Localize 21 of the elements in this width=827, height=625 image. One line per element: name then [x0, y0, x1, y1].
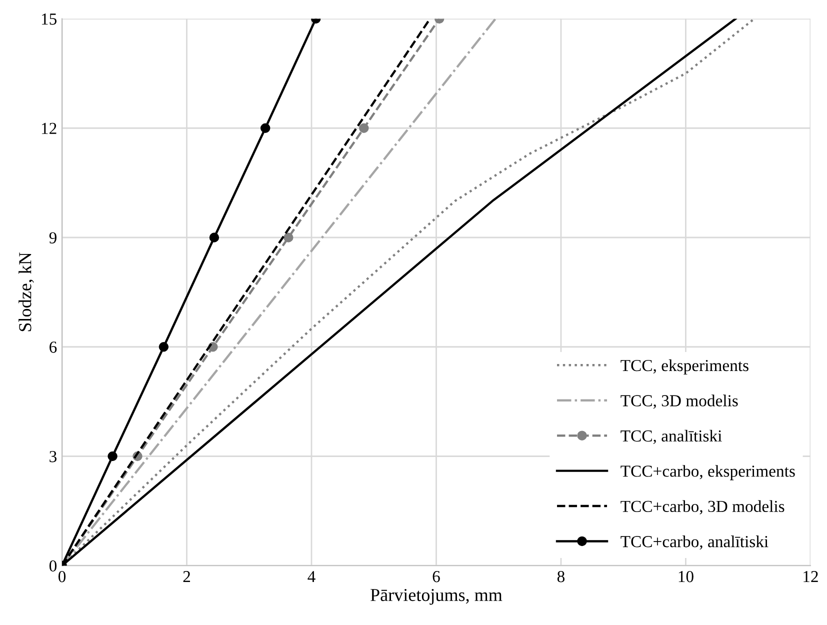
- x-tick-label: 8: [557, 570, 565, 582]
- x-tick-label: 10: [678, 570, 694, 582]
- x-tick-label: 6: [432, 571, 440, 582]
- x-tick-label: 12: [804, 571, 818, 582]
- y-tick-label: 3: [50, 450, 57, 462]
- x-axis-title: Pārvietojums, mm: [370, 588, 502, 605]
- legend-label: TCC+carbo, 3D modelis: [620, 500, 784, 514]
- legend-label: TCC, eksperiments: [620, 359, 748, 375]
- x-tick-label: 0: [58, 570, 66, 582]
- x-tick-label: 2: [183, 571, 190, 582]
- y-tick-label: 15: [42, 14, 57, 25]
- y-tick-label: 12: [42, 122, 56, 134]
- legend-label: TCC, 3D modelis: [620, 394, 738, 409]
- y-tick-label: 6: [50, 342, 57, 353]
- legend-label: TCC, analītiski: [620, 430, 722, 444]
- y-axis-title: Slodze, kN: [18, 252, 34, 332]
- y-tick-label: 0: [49, 560, 57, 572]
- x-tick-label: 4: [308, 571, 316, 582]
- legend-label: TCC+carbo, analītiski: [620, 536, 768, 550]
- y-tick-label: 9: [49, 232, 56, 244]
- legend-label: TCC+carbo, eksperiments: [620, 465, 795, 480]
